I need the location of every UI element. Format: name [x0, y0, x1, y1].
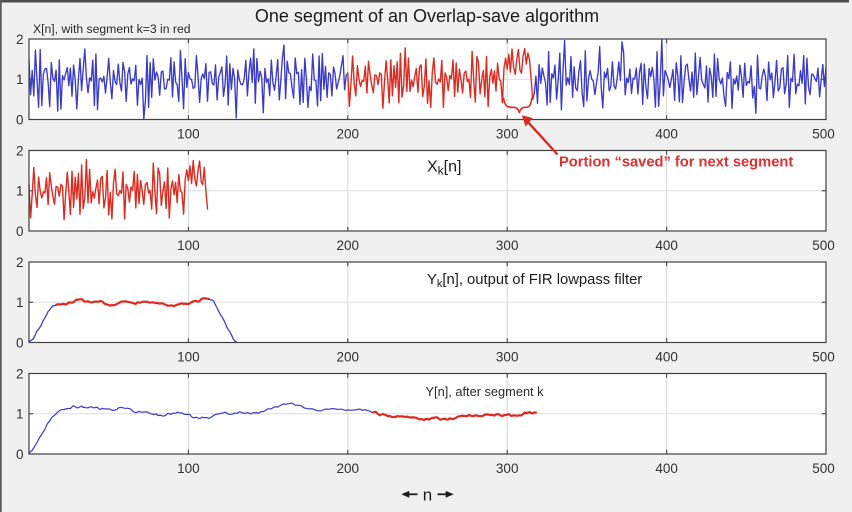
svg-text:500: 500	[812, 127, 835, 142]
svg-text:Portion “saved” for next segme: Portion “saved” for next segment	[559, 155, 793, 171]
svg-text:Yk[n], output of FIR lowpass f: Yk[n], output of FIR lowpass filter	[427, 272, 642, 290]
svg-text:Xk[n]: Xk[n]	[427, 159, 461, 178]
svg-text:100: 100	[177, 127, 200, 142]
svg-text:200: 200	[337, 238, 360, 253]
svg-text:200: 200	[337, 461, 360, 476]
svg-text:300: 300	[496, 127, 519, 142]
svg-text:300: 300	[496, 350, 519, 365]
svg-text:500: 500	[812, 238, 835, 253]
svg-text:1: 1	[16, 184, 24, 199]
svg-text:X[n], with segment k=3 in red: X[n], with segment k=3 in red	[33, 22, 191, 36]
svg-text:100: 100	[177, 350, 200, 365]
svg-text:500: 500	[812, 350, 835, 365]
svg-text:400: 400	[655, 238, 678, 253]
svg-text:1: 1	[16, 295, 24, 310]
svg-text:400: 400	[655, 461, 678, 476]
svg-text:100: 100	[177, 238, 200, 253]
svg-text:300: 300	[496, 461, 519, 476]
svg-text:500: 500	[812, 461, 835, 476]
svg-text:1: 1	[16, 72, 24, 87]
svg-text:0: 0	[16, 224, 24, 239]
svg-text:2: 2	[16, 366, 24, 381]
svg-text:0: 0	[16, 335, 24, 350]
svg-text:2: 2	[16, 143, 24, 158]
svg-text:0: 0	[16, 447, 24, 462]
svg-text:400: 400	[655, 127, 678, 142]
svg-text:Y[n], after segment k: Y[n], after segment k	[426, 384, 545, 399]
svg-text:1: 1	[16, 407, 24, 422]
svg-text:400: 400	[655, 350, 678, 365]
svg-text:200: 200	[337, 127, 360, 142]
svg-text:One segment of an Overlap-save: One segment of an Overlap-save algorithm	[255, 6, 599, 26]
svg-text:n: n	[423, 485, 432, 504]
svg-text:0: 0	[16, 112, 24, 127]
svg-text:2: 2	[16, 255, 24, 270]
svg-text:300: 300	[496, 238, 519, 253]
svg-text:2: 2	[16, 32, 24, 47]
svg-text:200: 200	[337, 350, 360, 365]
svg-text:100: 100	[177, 461, 200, 476]
